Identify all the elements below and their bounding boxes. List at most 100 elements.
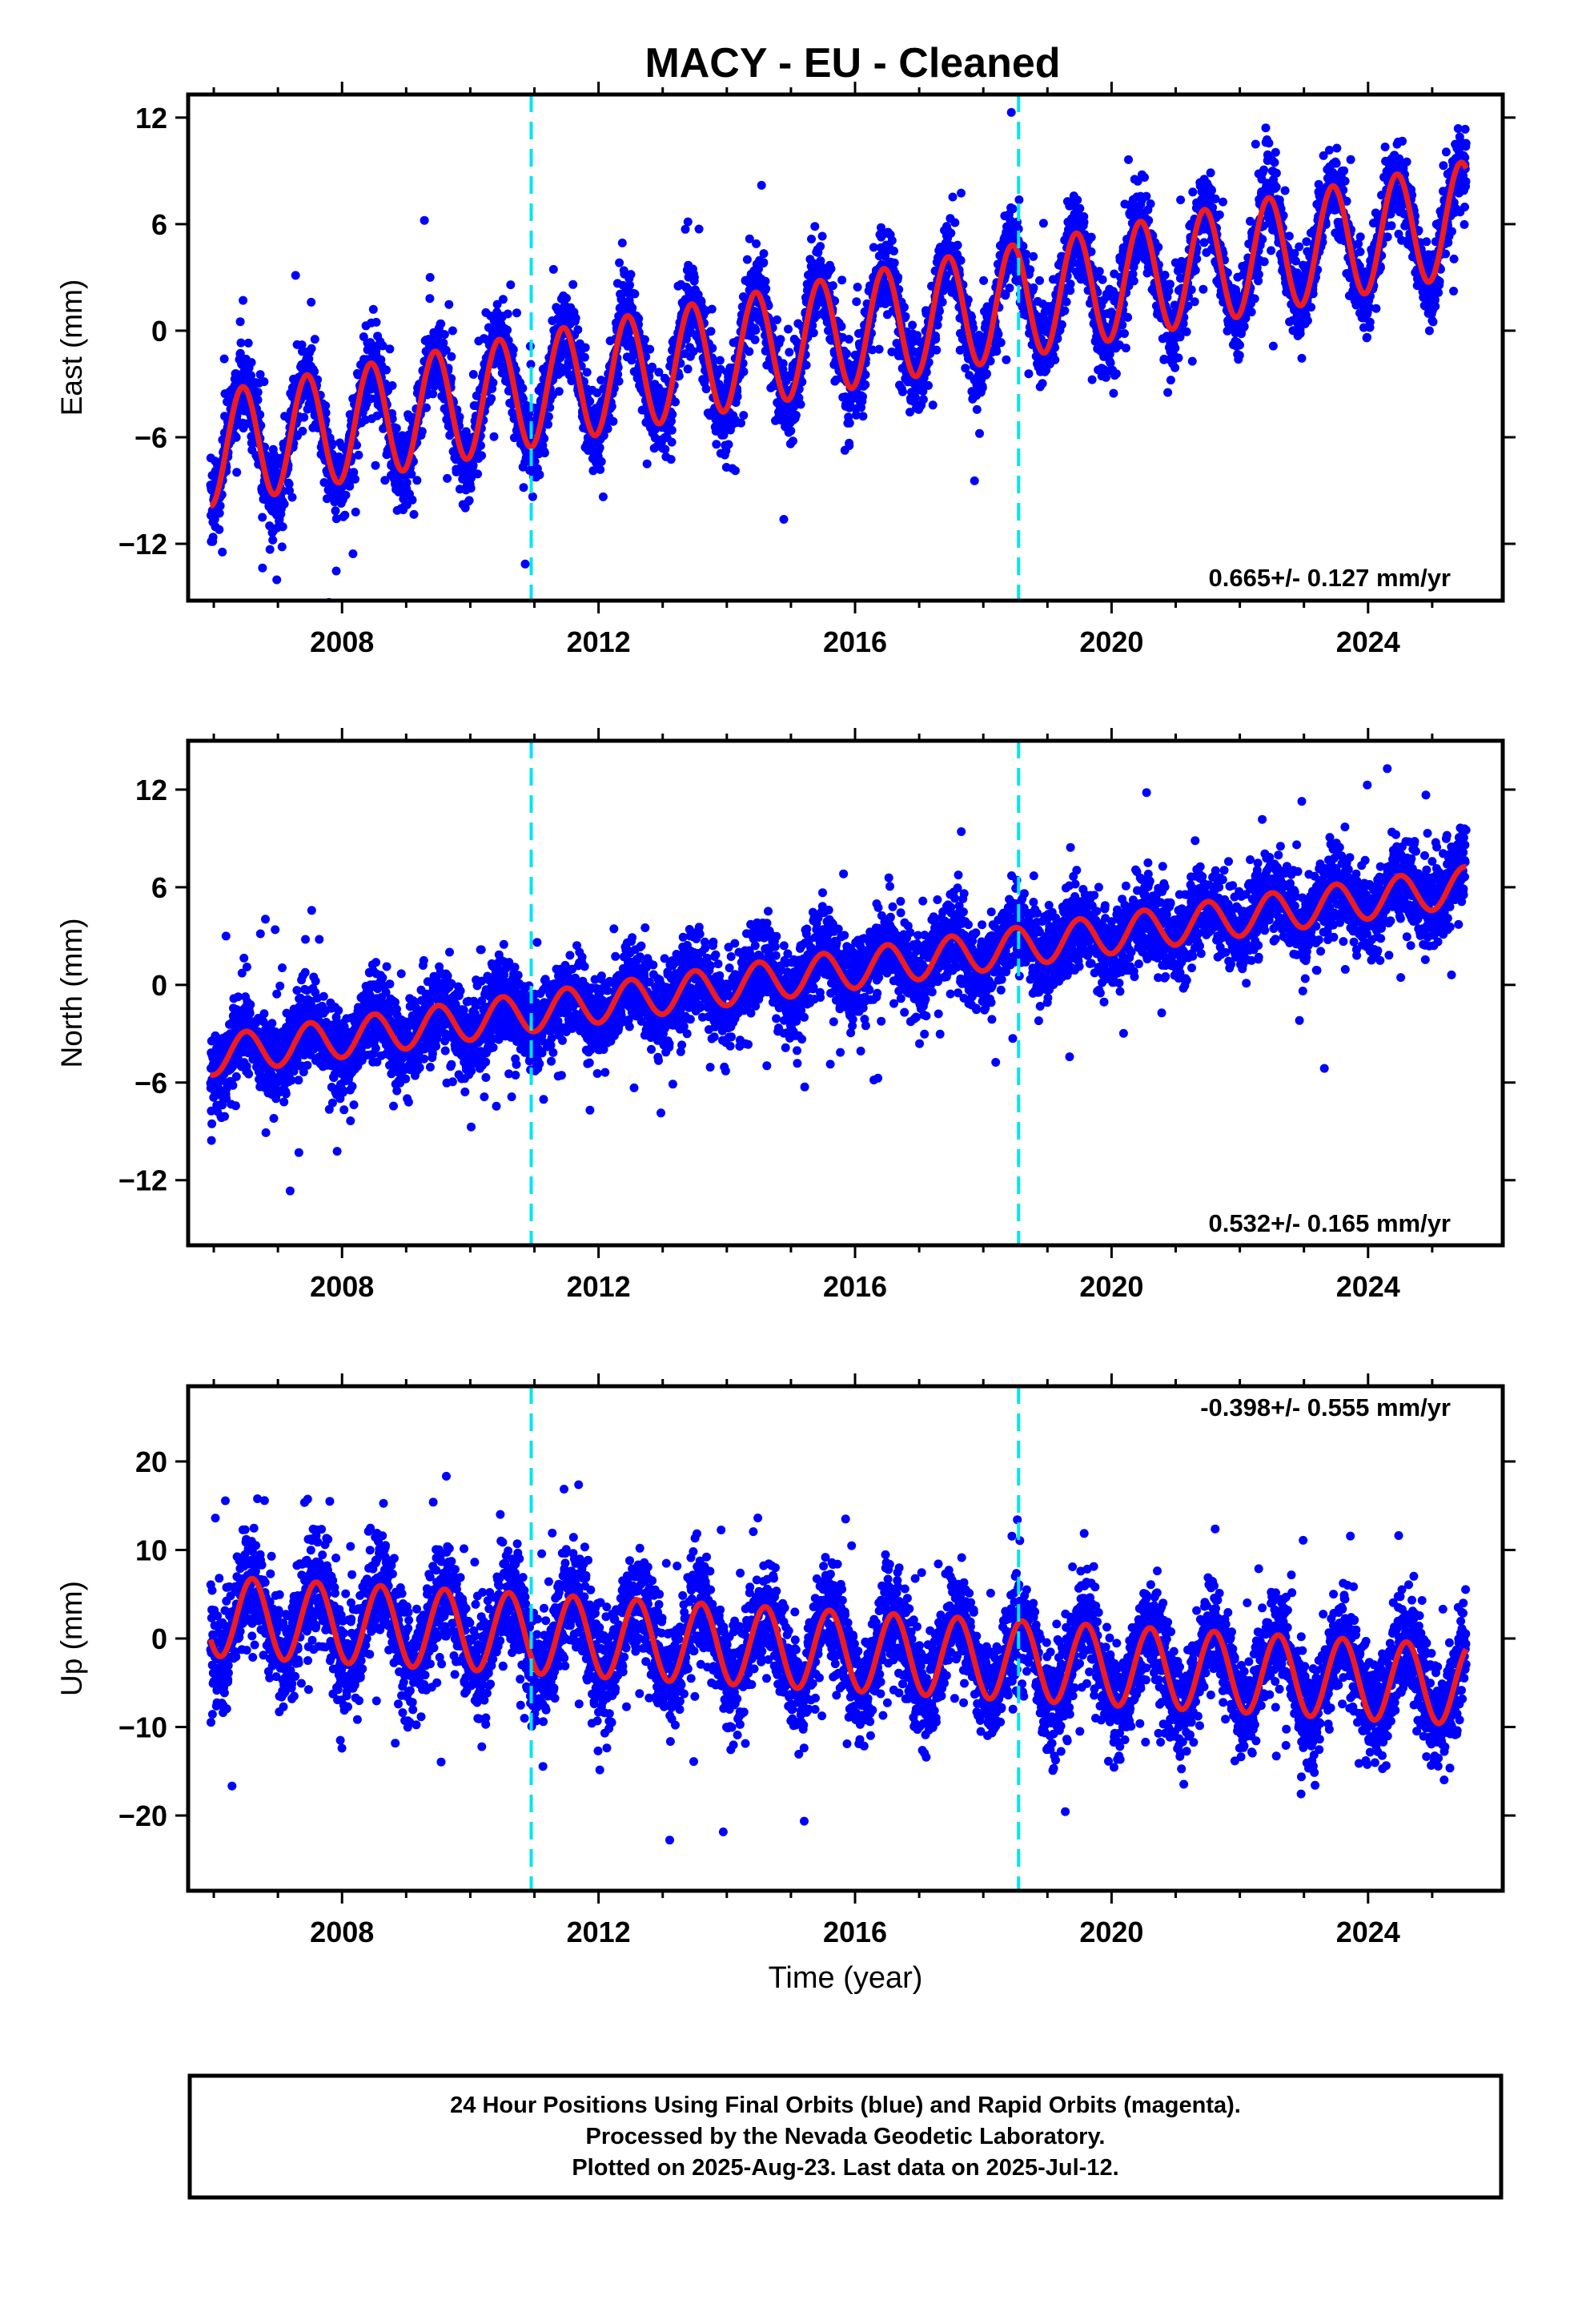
data-point <box>298 426 307 436</box>
data-point <box>791 411 801 420</box>
data-point <box>488 378 498 388</box>
data-point <box>1146 199 1155 208</box>
data-point <box>1066 279 1075 289</box>
data-point <box>299 412 309 422</box>
data-point <box>253 388 263 397</box>
data-point <box>1002 355 1011 364</box>
data-point <box>982 369 991 379</box>
data-point <box>425 294 435 304</box>
data-point <box>996 338 1006 348</box>
data-point <box>950 218 960 227</box>
data-point <box>412 476 422 485</box>
data-point <box>615 258 624 267</box>
data-point <box>378 341 387 351</box>
data-point <box>745 347 754 356</box>
data-point <box>1176 195 1186 205</box>
data-point <box>585 396 595 406</box>
data-point <box>247 371 255 380</box>
data-point <box>750 335 760 344</box>
data-point <box>596 456 606 466</box>
data-point <box>351 507 360 517</box>
data-point <box>464 496 474 505</box>
data-point <box>785 348 794 357</box>
data-point <box>668 410 677 419</box>
data-point <box>208 533 218 542</box>
data-point <box>1120 329 1129 338</box>
data-point <box>580 352 589 362</box>
data-point <box>313 375 323 384</box>
data-point <box>307 297 316 307</box>
data-point <box>562 293 571 303</box>
data-point <box>351 474 359 484</box>
data-point <box>518 384 528 393</box>
data-point <box>218 547 227 557</box>
data-point <box>932 345 942 355</box>
data-point <box>1029 251 1038 261</box>
data-point <box>441 345 451 355</box>
data-point <box>788 436 797 446</box>
figure-title: MACY - EU - Cleaned <box>644 40 1060 86</box>
data-point <box>1154 243 1163 252</box>
data-point <box>520 559 530 569</box>
data-point <box>946 228 956 238</box>
data-point <box>476 440 485 450</box>
data-point <box>759 258 769 267</box>
data-point <box>409 509 419 519</box>
data-point <box>239 296 248 305</box>
data-point <box>1140 173 1149 182</box>
data-point <box>1174 353 1183 363</box>
data-point <box>1123 312 1133 322</box>
data-point <box>1087 375 1097 384</box>
data-point <box>752 239 761 248</box>
data-point <box>908 320 917 330</box>
data-point <box>215 525 224 534</box>
data-point <box>972 404 982 414</box>
data-point <box>759 249 769 259</box>
data-point <box>215 509 224 518</box>
data-point <box>382 365 391 375</box>
data-point <box>1142 191 1151 201</box>
data-point <box>626 270 636 279</box>
data-point <box>928 400 938 410</box>
data-point <box>568 279 578 289</box>
data-point <box>809 328 818 338</box>
data-point <box>1098 275 1107 284</box>
data-point <box>784 324 793 334</box>
data-point <box>277 542 287 552</box>
data-point <box>1057 320 1066 329</box>
data-point <box>247 358 256 368</box>
data-point <box>540 434 549 444</box>
data-point <box>219 354 229 364</box>
data-point <box>1024 369 1034 379</box>
data-point <box>953 240 962 250</box>
data-point <box>468 370 478 379</box>
data-point <box>287 493 297 502</box>
data-point <box>503 325 512 335</box>
data-point <box>402 478 412 488</box>
data-point <box>1160 271 1170 279</box>
data-point <box>1191 266 1200 275</box>
data-point <box>630 289 640 299</box>
data-point <box>492 300 502 309</box>
data-point <box>235 317 245 327</box>
data-point <box>258 563 267 573</box>
data-point <box>349 468 359 477</box>
data-point <box>544 412 553 421</box>
east-plot-area <box>206 94 1471 601</box>
data-point <box>1170 363 1180 372</box>
data-point <box>279 499 289 509</box>
data-point <box>460 503 470 513</box>
data-point <box>348 549 358 558</box>
data-point <box>1026 265 1035 275</box>
data-point <box>683 217 693 227</box>
data-point <box>1166 279 1174 289</box>
data-point <box>858 412 868 421</box>
data-point <box>1129 276 1138 286</box>
data-point <box>420 215 429 225</box>
data-point <box>466 484 476 493</box>
data-point <box>598 492 608 501</box>
data-point <box>807 235 816 243</box>
data-point <box>642 459 652 468</box>
data-point <box>341 490 351 500</box>
